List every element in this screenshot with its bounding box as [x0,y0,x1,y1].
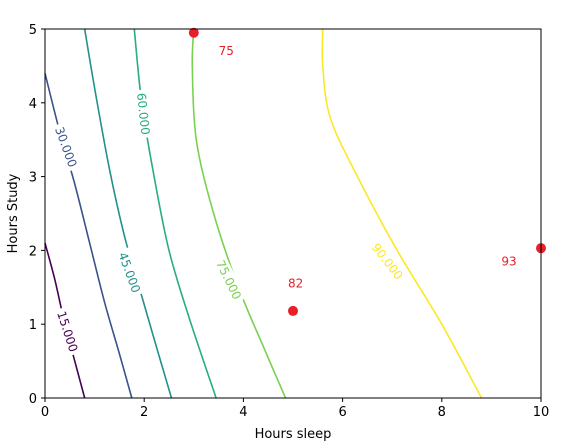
y-axis-label: Hours Study [6,173,21,253]
contour-label-bg-5 [366,237,409,286]
contour-line-5 [321,28,483,399]
contour-label-bg-2 [113,247,146,298]
contour-label-0: 15.000 [54,309,80,353]
contour-label-bg-4 [210,254,247,305]
point-label-2: 93 [501,254,516,268]
point-label-1: 82 [288,277,303,291]
contour-label-bg-1 [50,121,82,173]
point-label-0: 75 [219,44,234,58]
data-point-0 [188,27,199,38]
contour-label-3: 60.000 [134,92,152,135]
x-tick-label-0: 0 [41,405,49,420]
x-tick-label-2: 4 [239,405,247,420]
point-labels: 75 82 93 [219,44,517,290]
contour-line-2 [83,28,173,399]
y-axis-ticks: 0 1 2 3 4 5 [29,23,45,407]
y-tick-label-1: 1 [29,318,37,333]
x-tick-label-4: 8 [438,405,446,420]
contour-labels: 15.000 30.000 45.000 60.000 75.000 90.000 [50,89,409,357]
contour-label-4: 75.000 [213,258,244,302]
contour-line-1 [44,73,133,399]
x-axis-label: Hours sleep [255,427,332,442]
data-point-1 [288,305,298,316]
contour-label-bg-0 [52,306,83,357]
x-tick-label-1: 2 [140,405,148,420]
x-tick-label-5: 10 [533,405,550,420]
x-axis-ticks: 0 2 4 6 8 10 [41,398,549,420]
contour-label-bg-3 [132,89,154,139]
contour-label-5: 90.000 [369,241,406,283]
x-tick-label-3: 6 [338,405,346,420]
contour-lines [44,28,483,399]
contour-line-4 [191,28,287,399]
y-tick-label-0: 0 [29,392,37,407]
y-tick-label-2: 2 [29,244,37,259]
y-tick-label-5: 5 [29,23,37,38]
contour-line-3 [133,28,217,399]
contour-label-2: 45.000 [116,250,144,294]
y-tick-label-4: 4 [29,97,37,112]
data-points [188,27,546,316]
plot-frame [44,28,542,399]
y-tick-label-3: 3 [29,171,37,186]
contour-label-1: 30.000 [52,125,80,169]
